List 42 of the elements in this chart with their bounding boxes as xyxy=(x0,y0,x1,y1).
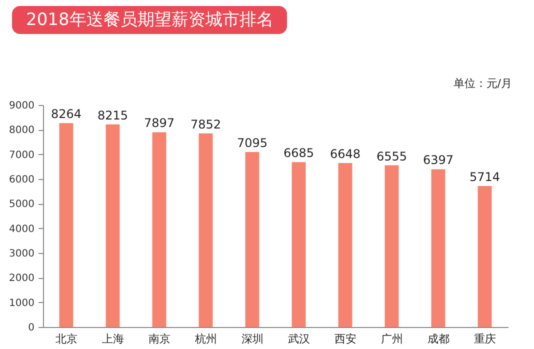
bar xyxy=(478,186,492,327)
chart-title: 2018年送餐员期望薪资城市排名 xyxy=(12,6,288,34)
y-tick-label: 8000 xyxy=(9,125,34,136)
x-tick-label: 杭州 xyxy=(194,332,217,346)
data-label: 5714 xyxy=(469,170,500,184)
data-label: 8264 xyxy=(50,107,82,122)
y-tick-label: 0 xyxy=(28,322,34,334)
y-tick-label: 4000 xyxy=(9,224,34,235)
y-tick-label: 9000 xyxy=(9,100,34,112)
data-label: 6685 xyxy=(283,146,314,160)
x-tick-label: 深圳 xyxy=(241,332,264,346)
bar xyxy=(245,152,260,327)
y-tick-label: 3000 xyxy=(9,248,34,260)
bar xyxy=(198,133,213,327)
bar xyxy=(431,169,446,327)
x-tick-label: 武汉 xyxy=(288,332,310,346)
y-tick-label: 5000 xyxy=(9,199,34,210)
data-label: 8215 xyxy=(97,108,128,122)
x-tick-label: 北京 xyxy=(55,332,78,346)
data-label: 7897 xyxy=(144,116,175,130)
x-tick-label: 广州 xyxy=(380,332,403,346)
bar xyxy=(338,163,352,327)
data-label: 6555 xyxy=(376,149,408,164)
text: 单位：元/月 xyxy=(453,76,512,91)
y-tick-label: 1000 xyxy=(9,298,34,309)
data-label: 6397 xyxy=(422,153,454,168)
bar xyxy=(292,162,306,327)
x-tick-label: 上海 xyxy=(102,332,124,346)
data-label: 6648 xyxy=(330,147,361,162)
data-label: 7852 xyxy=(190,117,222,132)
x-tick-label: 西安 xyxy=(334,332,356,346)
bar xyxy=(384,165,399,327)
bar xyxy=(152,132,166,327)
x-tick-label: 重庆 xyxy=(474,332,496,346)
y-tick-label: 6000 xyxy=(9,174,34,186)
y-tick-label: 7000 xyxy=(9,150,34,161)
data-label: 7095 xyxy=(236,136,268,150)
y-tick-label: 2000 xyxy=(9,273,34,284)
bar xyxy=(106,124,120,327)
x-tick-label: 南京 xyxy=(148,332,170,346)
bar xyxy=(59,123,74,327)
x-tick-label: 成都 xyxy=(427,332,450,346)
